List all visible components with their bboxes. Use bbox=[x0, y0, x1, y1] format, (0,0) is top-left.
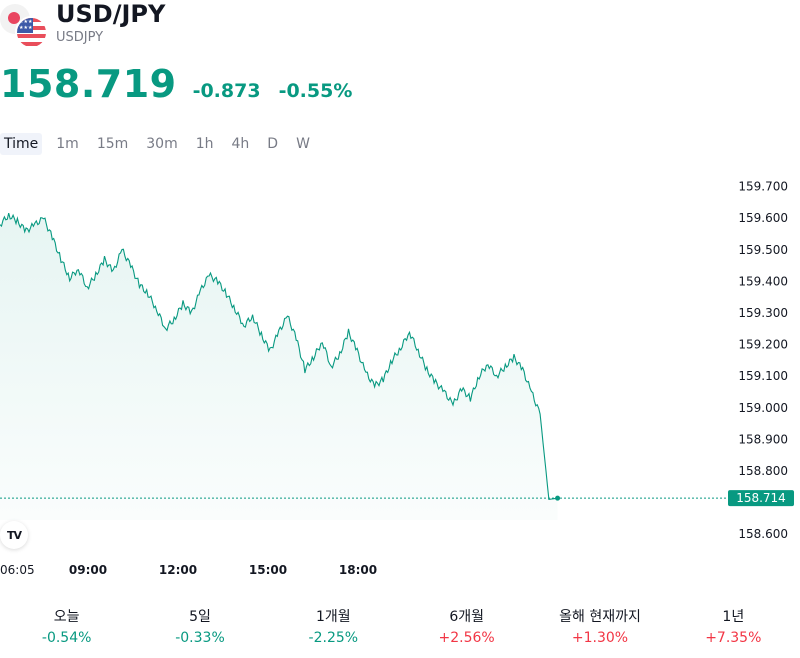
perf-value: +2.56% bbox=[438, 630, 495, 646]
tab-30m[interactable]: 30m bbox=[146, 136, 178, 152]
x-tick-label: 12:00 bbox=[159, 563, 197, 577]
y-tick-label: 159.100 bbox=[738, 369, 788, 383]
y-tick-label: 159.600 bbox=[738, 211, 788, 225]
tab-1h[interactable]: 1h bbox=[195, 136, 214, 152]
tradingview-logo-icon[interactable]: TV bbox=[0, 521, 28, 549]
x-tick-label: 09:00 bbox=[69, 563, 107, 577]
perf-label: 올해 현재까지 bbox=[559, 609, 641, 625]
price-chart-canvas[interactable]: 159.700 159.600 159.500 159.400 159.300 159.2… bbox=[0, 160, 800, 580]
tab-d[interactable]: D bbox=[267, 136, 279, 152]
perf-today[interactable]: 오늘 -0.54% bbox=[0, 606, 133, 654]
y-tick-label: 159.400 bbox=[738, 274, 788, 288]
perf-1y[interactable]: 1년 +7.35% bbox=[667, 606, 800, 654]
perf-value: +7.35% bbox=[705, 630, 762, 646]
perf-label: 1년 bbox=[722, 609, 745, 625]
perf-5d[interactable]: 5일 -0.33% bbox=[133, 606, 266, 654]
price-change: -0.873 bbox=[192, 80, 261, 102]
price-change-percent: -0.55% bbox=[278, 80, 353, 102]
last-price-badge-label: 158.714 bbox=[736, 491, 786, 505]
price-line bbox=[0, 212, 558, 501]
perf-value: -0.54% bbox=[41, 630, 92, 646]
tab-15m[interactable]: 15m bbox=[96, 136, 129, 152]
perf-value: -2.25% bbox=[308, 630, 359, 646]
y-tick-label: 159.300 bbox=[738, 306, 788, 320]
perf-label: 6개월 bbox=[449, 609, 484, 625]
y-tick-label: 159.200 bbox=[738, 338, 788, 352]
symbol-ticker: USDJPY bbox=[56, 30, 104, 45]
performance-bar: 오늘 -0.54% 5일 -0.33% 1개월 -2.25% 6개월 +2.56… bbox=[0, 606, 800, 654]
y-tick-label: 159.500 bbox=[738, 243, 788, 257]
y-tick-label: 159.000 bbox=[738, 401, 788, 415]
y-tick-label: 158.800 bbox=[738, 464, 788, 478]
symbol-header: USD/JPY USDJPY bbox=[0, 0, 800, 56]
symbol-title: USD/JPY bbox=[56, 0, 166, 28]
perf-label: 5일 bbox=[189, 609, 211, 625]
currency-flags bbox=[0, 2, 50, 50]
perf-ytd[interactable]: 올해 현재까지 +1.30% bbox=[533, 606, 666, 654]
timeframe-tabs: Time 1m 15m 30m 1h 4h D W bbox=[0, 132, 324, 156]
last-price: 158.719 bbox=[0, 62, 177, 106]
price-chart[interactable]: 159.700 159.600 159.500 159.400 159.300 159.2… bbox=[0, 160, 800, 580]
quote-row: 158.719 -0.873 -0.55% bbox=[0, 62, 352, 112]
perf-1m[interactable]: 1개월 -2.25% bbox=[267, 606, 400, 654]
last-price-dot bbox=[555, 495, 561, 501]
usa-flag-icon bbox=[15, 16, 48, 49]
tab-w[interactable]: W bbox=[296, 136, 310, 152]
x-tick-label: 06:05 bbox=[0, 563, 35, 577]
last-price-badge bbox=[728, 490, 794, 507]
x-tick-label: 15:00 bbox=[249, 563, 287, 577]
perf-label: 오늘 bbox=[53, 609, 80, 625]
x-tick-label: 18:00 bbox=[339, 563, 377, 577]
y-tick-label: 159.700 bbox=[738, 180, 788, 194]
tab-1m[interactable]: 1m bbox=[56, 136, 79, 152]
perf-value: +1.30% bbox=[571, 630, 629, 646]
perf-6m[interactable]: 6개월 +2.56% bbox=[400, 606, 533, 654]
y-tick-label: 158.900 bbox=[738, 432, 788, 446]
perf-value: -0.33% bbox=[175, 630, 225, 646]
tab-time[interactable]: Time bbox=[0, 133, 43, 155]
tab-4h[interactable]: 4h bbox=[231, 136, 250, 152]
perf-label: 1개월 bbox=[315, 609, 351, 625]
y-tick-label: 158.600 bbox=[738, 527, 788, 541]
price-area-fill bbox=[0, 213, 558, 520]
